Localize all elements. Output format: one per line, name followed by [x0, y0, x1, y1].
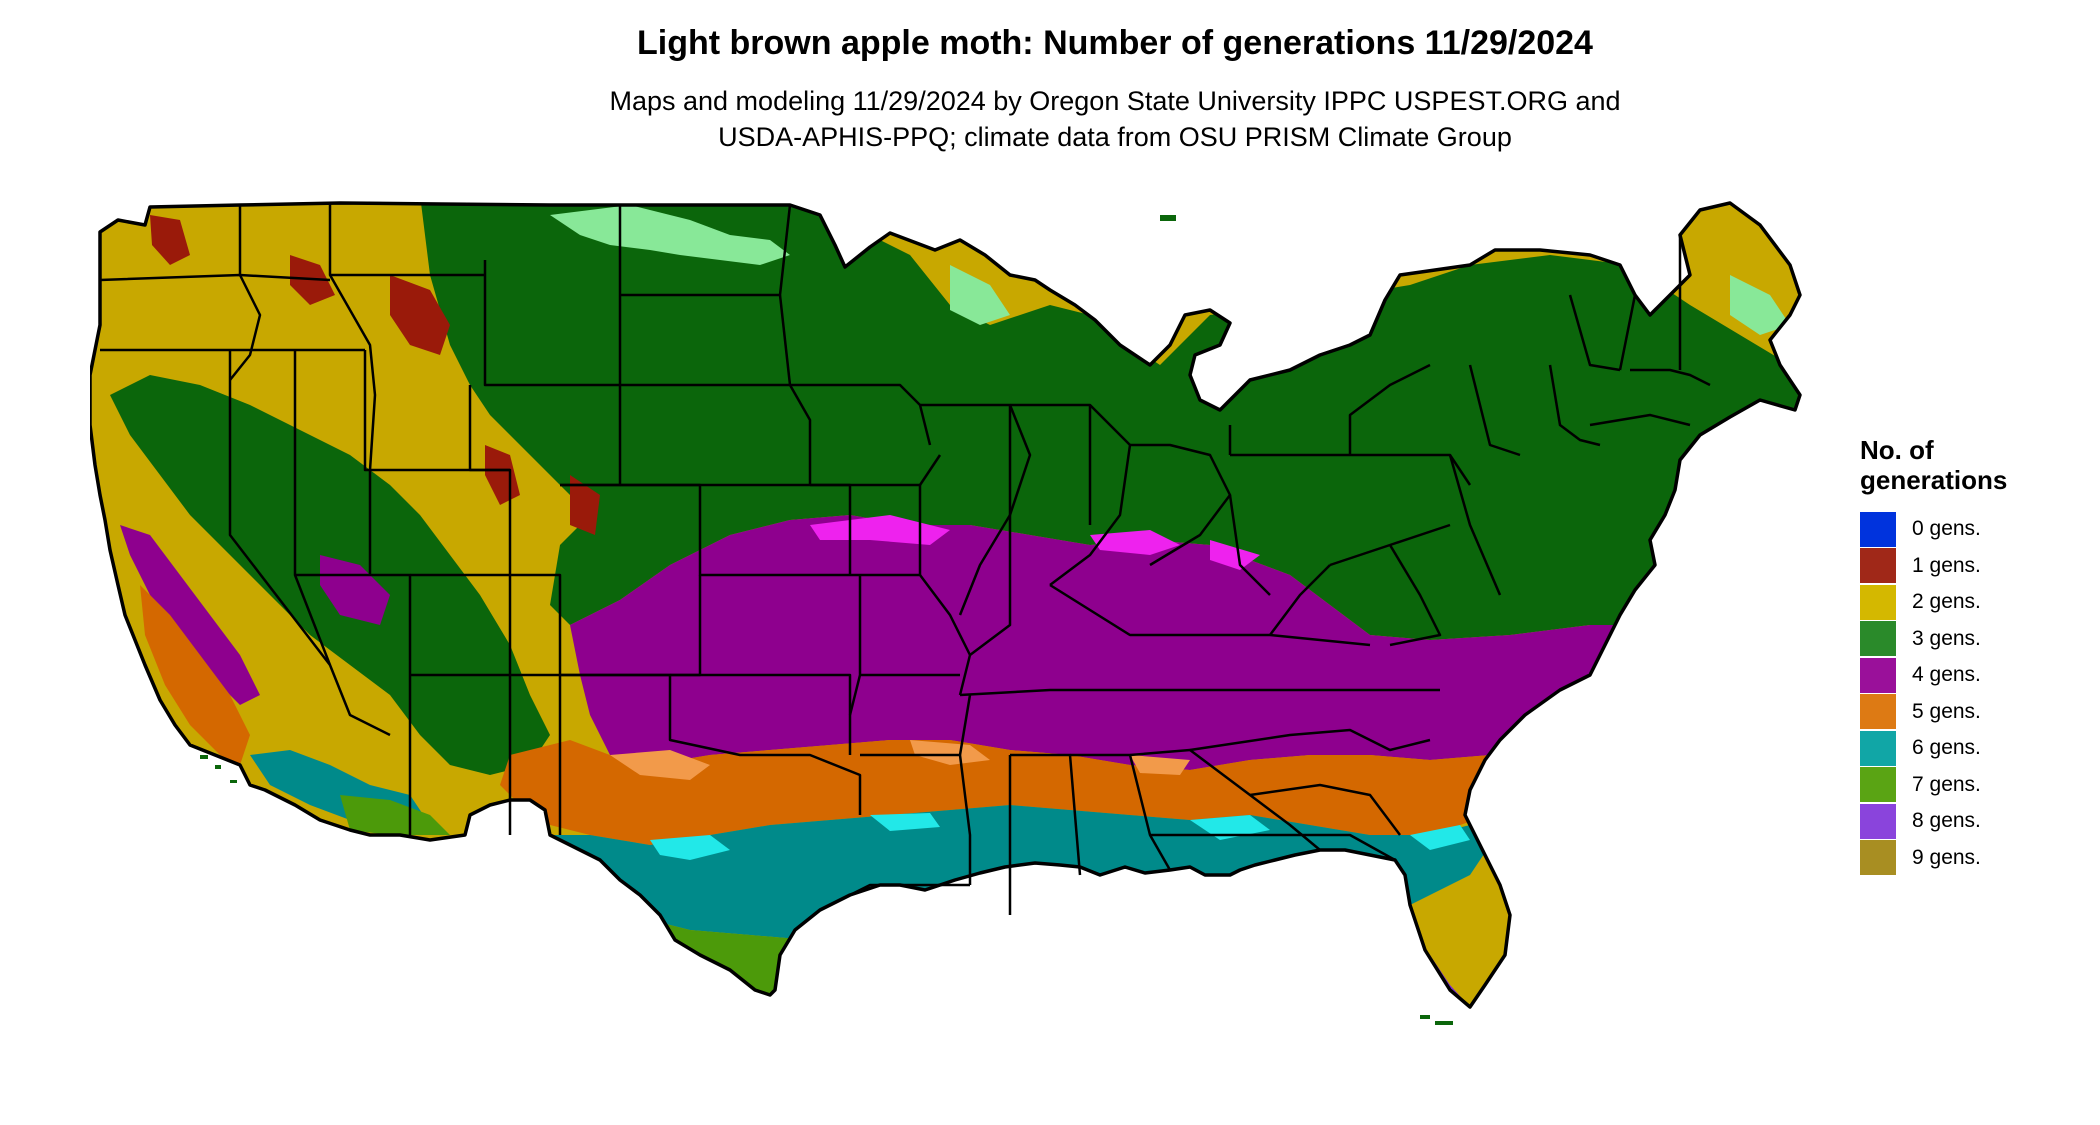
- state-boundary-line: [410, 573, 562, 755]
- state-boundaries: [90, 201, 1802, 1009]
- island: [230, 780, 237, 783]
- island: [1435, 1021, 1453, 1025]
- state-boundary-line: [1070, 753, 1172, 871]
- islands: [200, 215, 1453, 1025]
- map-subtitle-line-2: USDA-APHIS-PPQ; climate data from OSU PR…: [718, 122, 1512, 152]
- zone-8-gens: [675, 945, 1485, 1007]
- state-boundary-line: [1249, 783, 1401, 836]
- legend-item: 8 gens.: [1860, 803, 2090, 840]
- legend-label: 9 gens.: [1912, 845, 1981, 869]
- state-boundary-line: [1049, 583, 1371, 647]
- state-boundary-line: [1228, 494, 1271, 596]
- state-boundary-line: [860, 753, 972, 885]
- zone-1-gens: [150, 215, 600, 535]
- state-boundary-line: [229, 205, 262, 381]
- legend-label: 7 gens.: [1912, 772, 1981, 796]
- state-boundary-line: [295, 573, 412, 835]
- legend-label: 4 gens.: [1912, 663, 1981, 687]
- legend: No. of generations 0 gens. 1 gens. 2 gens.…: [1860, 435, 2090, 876]
- state-boundary-line: [1230, 453, 1472, 486]
- zone-5-gens-west: [140, 585, 250, 765]
- state-boundary-line: [1589, 413, 1691, 427]
- zone-7-gens-southwest: [340, 795, 450, 835]
- legend-swatch: [1860, 584, 1896, 620]
- legend-swatch: [1860, 621, 1896, 657]
- state-boundary-line: [1150, 833, 1396, 862]
- state-boundary-line: [1269, 564, 1331, 636]
- legend-swatch: [1860, 548, 1896, 584]
- island: [200, 755, 208, 759]
- legend-item: 3 gens.: [1860, 621, 2090, 658]
- state-boundary-line: [1448, 454, 1502, 596]
- legend-swatch: [1860, 840, 1896, 876]
- legend-item: 0 gens.: [1860, 511, 2090, 548]
- legend-item: 2 gens.: [1860, 584, 2090, 621]
- legend-swatch: [1860, 657, 1896, 693]
- state-boundary-line: [790, 383, 932, 446]
- legend-item: 4 gens.: [1860, 657, 2090, 694]
- legend-item: 5 gens.: [1860, 694, 2090, 731]
- state-boundary-line: [969, 515, 1012, 656]
- legend-label: 3 gens.: [1912, 626, 1981, 650]
- state-boundary-line: [1568, 294, 1621, 372]
- zone-7-gens-margin: [790, 940, 1150, 957]
- state-boundary-line: [1388, 544, 1442, 647]
- legend-swatch: [1860, 511, 1896, 547]
- legend-label: 2 gens.: [1912, 590, 1981, 614]
- state-boundary-line: [778, 294, 792, 386]
- state-boundary-line: [670, 673, 852, 755]
- zone-4-gens-margin: [810, 515, 1260, 570]
- state-boundary-line: [363, 350, 510, 472]
- state-boundary-line: [849, 883, 970, 897]
- zone-3-gens-margin: [550, 205, 1790, 335]
- legend-item: 6 gens.: [1860, 730, 2090, 767]
- state-boundary-line: [1548, 364, 1601, 447]
- legend-label: 8 gens.: [1912, 809, 1981, 833]
- legend-swatch: [1860, 767, 1896, 803]
- legend-label: 6 gens.: [1912, 736, 1981, 760]
- legend-swatch: [1860, 694, 1896, 730]
- state-boundary-line: [958, 694, 972, 756]
- state-boundary-line: [920, 403, 1032, 616]
- map-subtitle-line-1: Maps and modeling 11/29/2024 by Oregon S…: [609, 86, 1621, 116]
- zone-4-gens: [570, 515, 1650, 770]
- state-boundary-line: [1130, 443, 1232, 567]
- legend-item: 1 gens.: [1860, 548, 2090, 585]
- legend-label: 0 gens.: [1912, 517, 1981, 541]
- island: [215, 765, 221, 769]
- state-boundary-line: [959, 688, 1440, 697]
- state-boundary-line: [1010, 403, 1132, 586]
- state-boundary-line: [1348, 363, 1431, 455]
- state-boundary-line: [1189, 728, 1431, 752]
- state-boundary-line: [468, 385, 512, 575]
- state-boundary-line: [483, 260, 620, 387]
- legend-swatch: [1860, 730, 1896, 766]
- legend-item: 7 gens.: [1860, 767, 2090, 804]
- zone-7-gens: [630, 915, 1510, 1007]
- state-boundary-line: [1468, 364, 1521, 457]
- legend-title: No. of generations: [1860, 435, 2008, 495]
- state-boundary-line: [620, 383, 812, 485]
- legend-label: 1 gens.: [1912, 553, 1981, 577]
- state-boundary-line: [1630, 368, 1711, 387]
- state-boundary-line: [850, 573, 972, 696]
- island: [1160, 215, 1176, 221]
- legend-swatch: [1860, 803, 1896, 839]
- legend-item: 9 gens.: [1860, 840, 2090, 877]
- state-boundary-line: [1618, 294, 1637, 371]
- zone-5-gens-margin: [610, 740, 1190, 780]
- zone-5-gens: [500, 715, 1610, 845]
- island: [1420, 1015, 1430, 1019]
- generations-map: [90, 201, 1802, 1025]
- us-outline: [90, 201, 1802, 1009]
- zone-4-gens-west: [120, 525, 390, 705]
- state-boundary-line: [328, 203, 377, 471]
- legend-label: 5 gens.: [1912, 699, 1981, 723]
- zone-3-gens: [420, 203, 1800, 640]
- generation-zones: [90, 203, 1800, 1007]
- map-title: Light brown apple moth: Number of genera…: [637, 24, 1593, 62]
